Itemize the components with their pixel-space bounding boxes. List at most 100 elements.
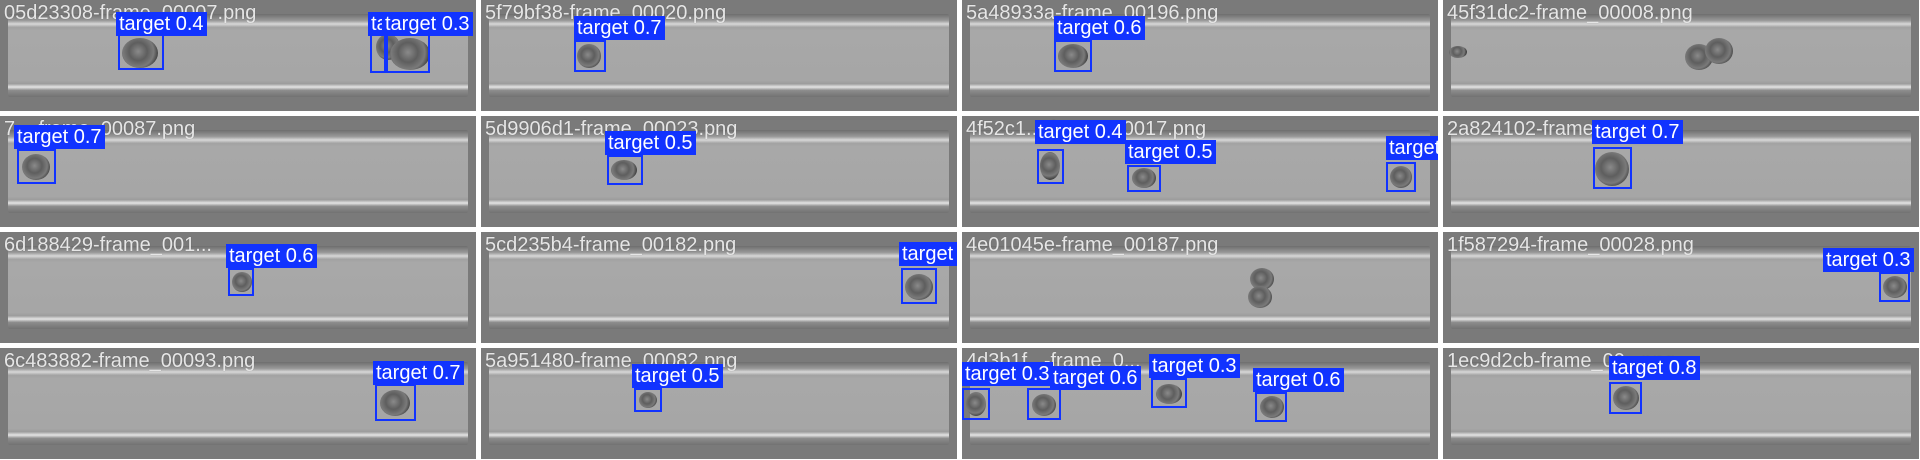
detection-class: target [577, 17, 629, 39]
detection-score: 0.4 [1094, 121, 1123, 143]
detection-label: target 0.4 [1035, 120, 1126, 144]
detection-box [228, 268, 254, 296]
cell-blob [1705, 38, 1733, 64]
cell-blob [1248, 286, 1272, 308]
microchannel [489, 246, 949, 329]
detection-score: 0.7 [73, 126, 102, 148]
detection-box [574, 40, 606, 72]
image-filename: 4e01045e-frame_00187.png [966, 234, 1219, 256]
detection-label: target 0.3 [962, 362, 1053, 386]
detection-label: target 0.3 [1149, 354, 1240, 378]
detection-score: 0.5 [664, 132, 693, 154]
detection-label: target 0.5 [899, 242, 957, 266]
detection-box [1054, 40, 1092, 72]
detection-class: target [1038, 121, 1090, 143]
image-tile: 4e01045e-frame_00187.png [962, 232, 1438, 343]
detection-label: target 0.6 [1253, 368, 1344, 392]
detection-label: target 0.4 [116, 12, 207, 36]
cell-blob [905, 274, 933, 300]
detection-label: target 0.7 [373, 361, 464, 385]
detection-box [1879, 272, 1910, 302]
image-filename: 5cd235b4-frame_00182.png [485, 234, 737, 256]
image-filename: 6c483882-frame_00093.png [4, 350, 256, 372]
image-tile: 5f79bf38-frame_00020.png target 0.7 [481, 0, 957, 111]
detection-label: target 0.6 [1386, 136, 1438, 160]
cell-blob [966, 392, 986, 416]
detection-score: 0.7 [432, 362, 461, 384]
detection-score: 0.3 [1208, 355, 1237, 377]
image-filename: 1f587294-frame_00028.png [1447, 234, 1694, 256]
image-tile: 6c483882-frame_00093.png target 0.7 [0, 348, 476, 459]
detection-box [1127, 165, 1161, 192]
cell-blob [122, 38, 158, 68]
microchannel [970, 246, 1430, 329]
image-tile: 6d188429-frame_001... target 0.6 [0, 232, 476, 343]
cell-blob [1449, 46, 1467, 58]
cell-blob [380, 390, 410, 416]
cell-blob [1040, 152, 1060, 180]
detection-class: target [385, 13, 437, 35]
detection-score: 0.4 [175, 13, 204, 35]
detection-class: target [1053, 367, 1105, 389]
detection-score: 0.3 [1021, 363, 1050, 385]
detection-class: target [1826, 249, 1878, 271]
detection-box [1255, 392, 1287, 422]
detection-class: target [1595, 121, 1647, 143]
image-tile: 5d9906d1-frame_00023.png target 0.5 [481, 116, 957, 227]
detection-class: target [119, 13, 171, 35]
cell-blob [1250, 268, 1274, 290]
detection-box [118, 33, 164, 70]
detection-label: target 0.5 [605, 131, 696, 155]
detection-class: target [1256, 369, 1308, 391]
microchannel [489, 14, 949, 97]
detection-box [375, 384, 416, 421]
microchannel [489, 130, 949, 213]
cell-blob [1613, 386, 1639, 410]
detection-score: 0.7 [1651, 121, 1680, 143]
image-tile: 5a951480-frame_00082.png target 0.5 [481, 348, 957, 459]
detection-label: target 0.6 [1054, 16, 1145, 40]
detection-box [634, 388, 662, 412]
detection-score: 0.6 [1113, 17, 1142, 39]
cell-blob [577, 44, 601, 68]
detection-class: target [1612, 357, 1664, 379]
detection-box [962, 388, 990, 420]
cell-blob [1156, 384, 1182, 404]
cell-blob [639, 392, 657, 408]
image-tile: 4f52c1...-frame_00017.png target 0.4 tar… [962, 116, 1438, 227]
image-tile: 1ec9d2cb-frame_00...png target 0.8 [1443, 348, 1919, 459]
detection-class: target [635, 365, 687, 387]
detection-label: target 0.7 [574, 16, 665, 40]
detection-score: 0.6 [1312, 369, 1341, 391]
detection-score: 0.6 [1109, 367, 1138, 389]
cell-blob [390, 38, 430, 70]
detection-score: 0.5 [691, 365, 720, 387]
detection-box [384, 33, 430, 73]
detection-box [1386, 162, 1416, 192]
image-tile: 4d3b1f...-frame_0... target 0.3 target 0… [962, 348, 1438, 459]
detection-label: target 0.5 [1125, 140, 1216, 164]
detection-class: target [1057, 17, 1109, 39]
image-filename: 5f79bf38-frame_00020.png [485, 2, 727, 24]
detection-score: 0.3 [441, 13, 470, 35]
detection-box [1037, 149, 1064, 184]
microchannel [970, 14, 1430, 97]
detection-class: target [1152, 355, 1204, 377]
image-tile: 1f587294-frame_00028.png target 0.3 [1443, 232, 1919, 343]
cell-blob [1032, 394, 1056, 416]
detection-box [1027, 388, 1061, 420]
image-filename: 45f31dc2-frame_00008.png [1447, 2, 1693, 24]
detection-label: target 0.7 [14, 125, 105, 149]
image-tile: 05d23308-frame_00007.png target 0.4 targ… [0, 0, 476, 111]
detection-class: target [608, 132, 660, 154]
detection-class: target [902, 243, 954, 265]
cell-blob [611, 160, 637, 180]
image-tile: 2a824102-frame_...png target 0.7 [1443, 116, 1919, 227]
cell-blob [232, 272, 252, 292]
detection-label: target 0.6 [226, 244, 317, 268]
image-filename: 5a48933a-frame_00196.png [966, 2, 1219, 24]
detection-score: 0.7 [633, 17, 662, 39]
detection-class: target [1389, 137, 1438, 159]
detection-score: 0.5 [1184, 141, 1213, 163]
cell-blob [1883, 276, 1907, 298]
